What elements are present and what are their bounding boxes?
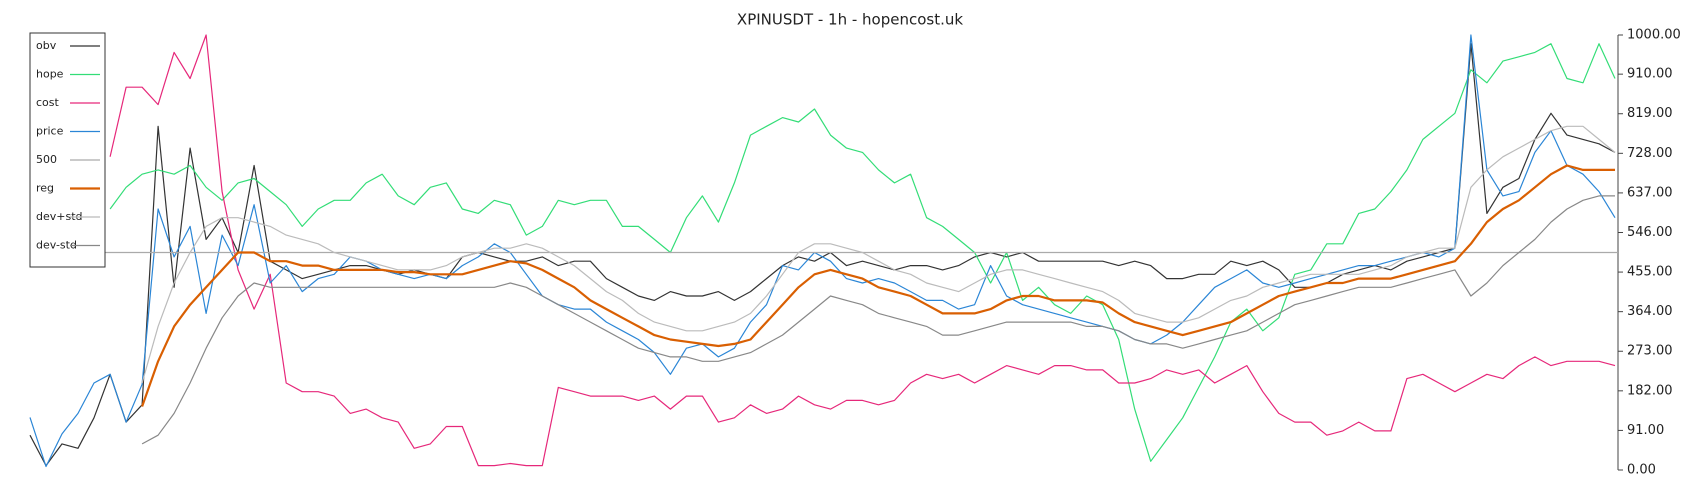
chart-title: XPINUSDT - 1h - hopencost.uk — [737, 11, 963, 29]
legend-label: hope — [36, 68, 64, 81]
y-tick-label: 637.00 — [1627, 185, 1673, 200]
series-line — [141, 195, 1615, 445]
y-tick-label: 1000.00 — [1627, 28, 1681, 43]
series-line — [141, 164, 1615, 407]
legend-box — [29, 32, 106, 268]
legend-label: dev+std — [36, 210, 83, 223]
y-tick-label: 819.00 — [1627, 106, 1673, 121]
legend-label: obv — [36, 39, 57, 52]
y-tick-label: 910.00 — [1627, 67, 1673, 82]
y-tick-label: 182.00 — [1627, 383, 1673, 398]
series-line — [109, 43, 1616, 462]
series-line — [29, 43, 1616, 467]
y-tick-label: 728.00 — [1627, 146, 1673, 161]
series-line — [109, 34, 1616, 467]
y-tick-label: 455.00 — [1627, 265, 1673, 280]
y-tick-label: 364.00 — [1627, 304, 1673, 319]
legend-label: reg — [36, 182, 54, 195]
y-tick-label: 0.00 — [1627, 463, 1656, 478]
y-tick-label: 273.00 — [1627, 344, 1673, 359]
series-line — [29, 34, 1616, 468]
series-line — [141, 125, 1616, 384]
legend-label: dev-std — [36, 239, 77, 252]
legend-label: 500 — [36, 153, 57, 166]
y-tick-label: 546.00 — [1627, 225, 1673, 240]
legend-label: price — [36, 125, 64, 138]
legend-label: cost — [36, 96, 60, 109]
y-tick-label: 91.00 — [1627, 423, 1664, 438]
